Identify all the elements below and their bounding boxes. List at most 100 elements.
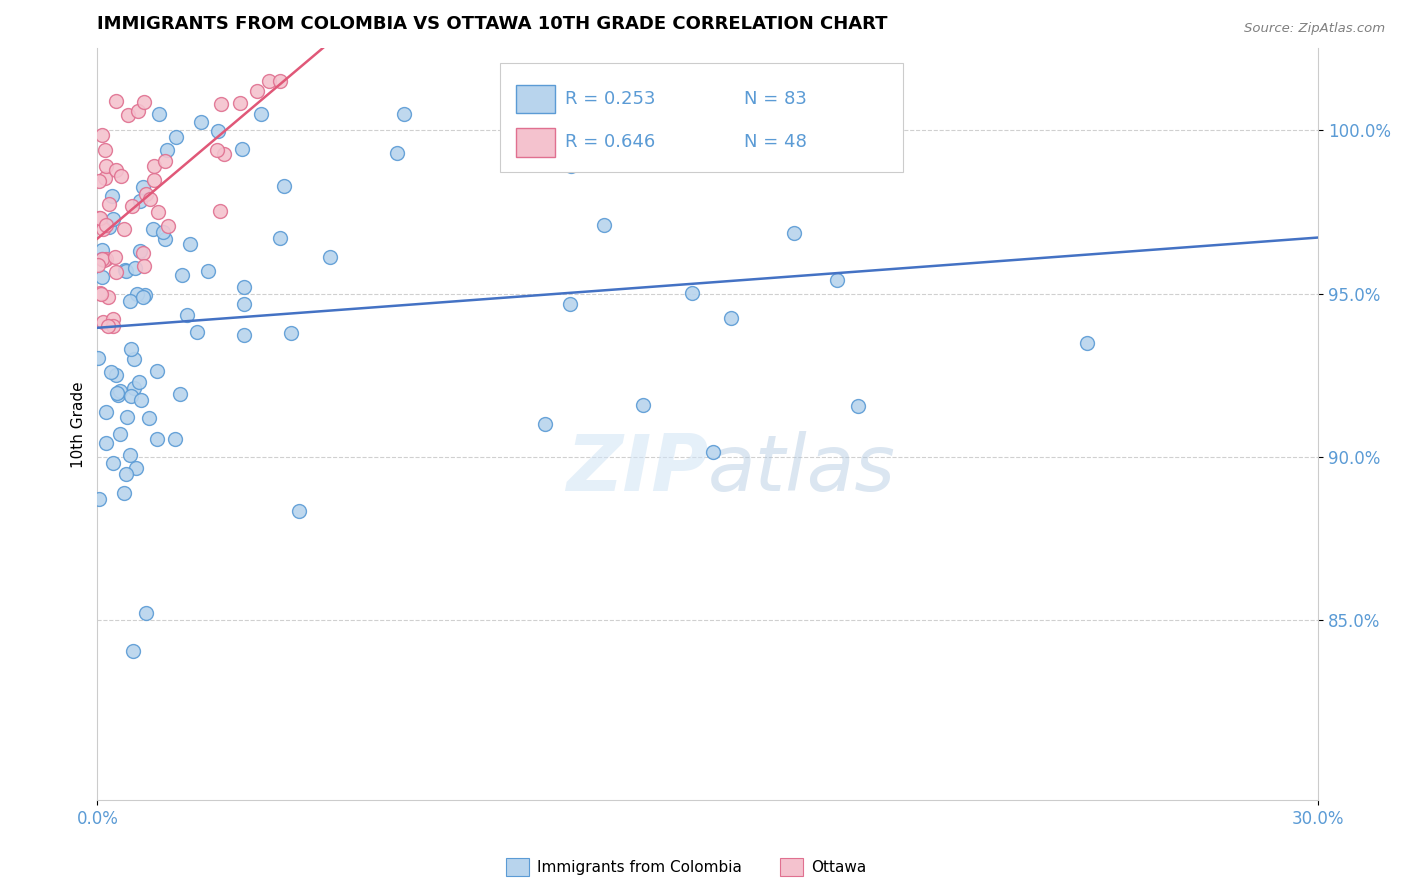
Point — [86, 351, 108, 365]
Bar — [516, 128, 555, 157]
Point — [681, 286, 703, 301]
Point — [107, 388, 129, 402]
Point — [813, 107, 835, 121]
Point — [269, 74, 291, 88]
Point — [94, 404, 117, 418]
Point — [128, 194, 150, 208]
Point — [176, 308, 198, 322]
Point — [190, 114, 212, 128]
Point — [93, 252, 115, 267]
Point — [97, 290, 120, 304]
Point — [87, 211, 110, 225]
Point — [104, 251, 127, 265]
Point — [118, 294, 141, 309]
Point — [134, 288, 156, 302]
Point — [249, 107, 271, 121]
Point — [131, 180, 153, 194]
Point — [209, 204, 232, 219]
Point — [128, 244, 150, 258]
Point — [91, 315, 114, 329]
Point — [233, 280, 256, 294]
Point — [122, 381, 145, 395]
Point — [90, 287, 112, 301]
Point — [98, 219, 121, 234]
Text: Ottawa: Ottawa — [811, 860, 866, 874]
Point — [157, 219, 180, 234]
Point — [104, 265, 127, 279]
Point — [110, 169, 132, 183]
Point — [209, 97, 232, 112]
Point — [91, 244, 114, 258]
Point — [631, 398, 654, 412]
Point — [146, 364, 169, 378]
Point — [120, 342, 142, 356]
Point — [197, 264, 219, 278]
Point — [153, 154, 176, 169]
Point — [120, 388, 142, 402]
Point — [232, 328, 254, 343]
Point — [132, 259, 155, 273]
Point — [827, 273, 849, 287]
Point — [846, 399, 869, 413]
FancyBboxPatch shape — [501, 63, 903, 172]
Point — [105, 386, 128, 401]
Text: R = 0.646: R = 0.646 — [565, 134, 655, 152]
Point — [702, 445, 724, 459]
Point — [720, 311, 742, 326]
Point — [105, 368, 128, 382]
Point — [148, 205, 170, 219]
Point — [103, 456, 125, 470]
Text: ZIP: ZIP — [565, 432, 707, 508]
Point — [97, 197, 120, 211]
Point — [100, 365, 122, 379]
Point — [280, 326, 302, 340]
Point — [207, 124, 229, 138]
Point — [134, 95, 156, 110]
Point — [138, 192, 160, 206]
Point — [129, 392, 152, 407]
Point — [319, 250, 342, 264]
Point — [142, 221, 165, 235]
Point — [94, 144, 117, 158]
Point — [146, 432, 169, 446]
Text: N = 48: N = 48 — [744, 134, 807, 152]
Point — [179, 236, 201, 251]
Point — [101, 319, 124, 334]
Point — [232, 297, 254, 311]
Point — [169, 387, 191, 401]
Point — [114, 263, 136, 277]
Point — [172, 268, 194, 282]
Point — [128, 376, 150, 390]
Point — [783, 226, 806, 240]
Point — [135, 187, 157, 202]
Point — [89, 211, 111, 225]
Point — [96, 159, 118, 173]
Point — [269, 231, 291, 245]
Point — [110, 427, 132, 442]
Point — [165, 130, 187, 145]
Point — [132, 245, 155, 260]
Point — [91, 221, 114, 235]
Point — [135, 606, 157, 620]
Point — [120, 449, 142, 463]
Point — [385, 146, 408, 161]
Point — [87, 174, 110, 188]
Point — [593, 218, 616, 232]
Point — [273, 179, 295, 194]
Point — [96, 436, 118, 450]
Point — [101, 312, 124, 326]
Point — [121, 644, 143, 658]
Point — [112, 485, 135, 500]
Point — [91, 128, 114, 143]
Point — [287, 504, 309, 518]
Point — [560, 160, 582, 174]
Y-axis label: 10th Grade: 10th Grade — [72, 381, 86, 467]
Point — [231, 142, 253, 156]
Point — [131, 290, 153, 304]
Point — [97, 319, 120, 334]
Point — [122, 351, 145, 366]
Text: Immigrants from Colombia: Immigrants from Colombia — [537, 860, 742, 874]
Point — [246, 84, 269, 98]
Point — [90, 252, 112, 266]
Text: Source: ZipAtlas.com: Source: ZipAtlas.com — [1244, 22, 1385, 36]
